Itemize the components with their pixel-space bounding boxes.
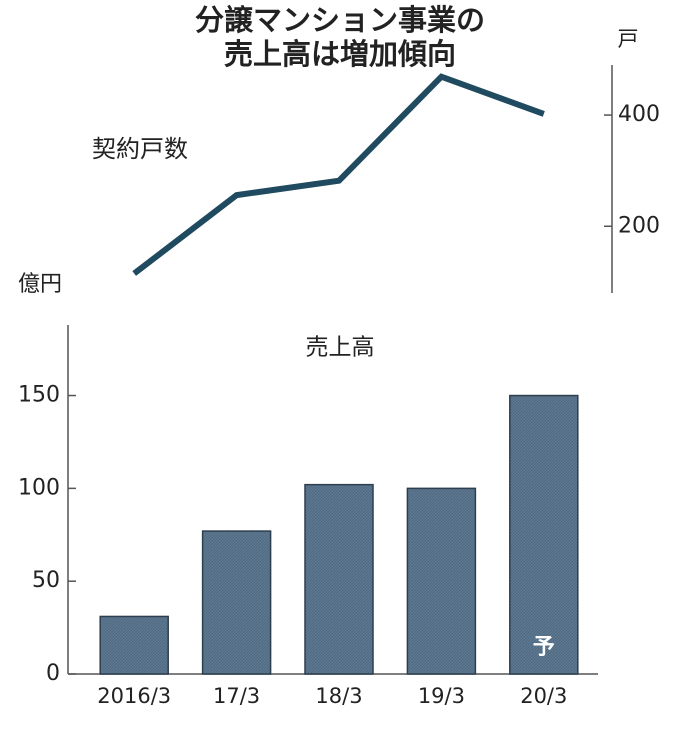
bar xyxy=(509,394,579,675)
axis-unit: 億円 xyxy=(18,272,62,297)
chart-title: 分譲マンション事業の xyxy=(195,3,485,37)
line xyxy=(132,73,545,276)
bar xyxy=(406,487,477,675)
chart-title: 売上高は増加傾向 xyxy=(224,37,456,71)
y-tick-label: 50 xyxy=(32,568,60,593)
annotation: 予 xyxy=(533,635,555,660)
x-tick-label: 20/3 xyxy=(520,684,567,708)
x-tick-label: 17/3 xyxy=(213,684,260,708)
bar xyxy=(201,530,272,675)
axis-unit: 戸 xyxy=(618,27,639,51)
y-tick-label: 150 xyxy=(18,383,60,408)
x-tick-label: 2016/3 xyxy=(97,684,171,708)
bar xyxy=(304,483,374,675)
x-tick-label: 19/3 xyxy=(418,684,465,708)
bar xyxy=(99,615,169,675)
y2-tick-label: 200 xyxy=(618,213,660,238)
series-label: 契約戸数 xyxy=(92,135,188,163)
y-tick-label: 0 xyxy=(46,661,60,686)
y2-tick-label: 400 xyxy=(618,102,660,127)
panel-title: 売上高 xyxy=(306,335,375,361)
y-tick-label: 100 xyxy=(18,475,60,500)
x-tick-label: 18/3 xyxy=(315,684,362,708)
